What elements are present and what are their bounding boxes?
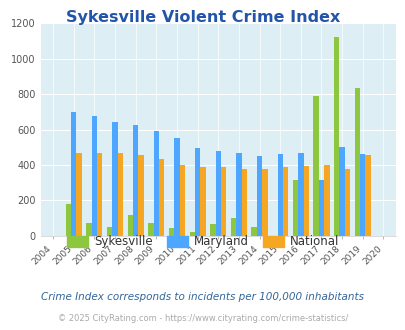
- Bar: [168, 228, 174, 236]
- Bar: [97, 152, 102, 236]
- Bar: [339, 147, 344, 236]
- Bar: [277, 154, 282, 236]
- Bar: [71, 112, 76, 236]
- Bar: [256, 156, 262, 236]
- Bar: [179, 165, 185, 236]
- Text: © 2025 CityRating.com - https://www.cityrating.com/crime-statistics/: © 2025 CityRating.com - https://www.city…: [58, 314, 347, 323]
- Bar: [251, 227, 256, 236]
- Bar: [333, 37, 339, 236]
- Bar: [230, 218, 236, 236]
- Bar: [313, 96, 318, 236]
- Text: Sykesville Violent Crime Index: Sykesville Violent Crime Index: [66, 10, 339, 25]
- Bar: [220, 167, 226, 236]
- Bar: [236, 152, 241, 236]
- Bar: [323, 165, 329, 236]
- Bar: [138, 155, 143, 236]
- Bar: [262, 169, 267, 236]
- Bar: [282, 167, 288, 236]
- Bar: [112, 122, 117, 236]
- Bar: [107, 227, 112, 236]
- Text: Crime Index corresponds to incidents per 100,000 inhabitants: Crime Index corresponds to incidents per…: [41, 292, 364, 302]
- Bar: [318, 180, 323, 236]
- Bar: [303, 166, 308, 236]
- Bar: [153, 131, 158, 236]
- Bar: [364, 155, 370, 236]
- Bar: [344, 169, 350, 236]
- Bar: [292, 180, 297, 236]
- Legend: Sykesville, Maryland, National: Sykesville, Maryland, National: [62, 231, 343, 253]
- Bar: [86, 223, 92, 236]
- Bar: [76, 152, 81, 236]
- Bar: [148, 223, 153, 236]
- Bar: [210, 223, 215, 236]
- Bar: [66, 204, 71, 236]
- Bar: [158, 159, 164, 236]
- Bar: [215, 151, 220, 236]
- Bar: [132, 125, 138, 236]
- Bar: [117, 153, 123, 236]
- Bar: [194, 148, 200, 236]
- Bar: [354, 88, 359, 236]
- Bar: [127, 215, 132, 236]
- Bar: [200, 167, 205, 236]
- Bar: [174, 138, 179, 236]
- Bar: [189, 232, 194, 236]
- Bar: [241, 169, 246, 236]
- Bar: [297, 152, 303, 236]
- Bar: [92, 116, 97, 236]
- Bar: [359, 154, 364, 236]
